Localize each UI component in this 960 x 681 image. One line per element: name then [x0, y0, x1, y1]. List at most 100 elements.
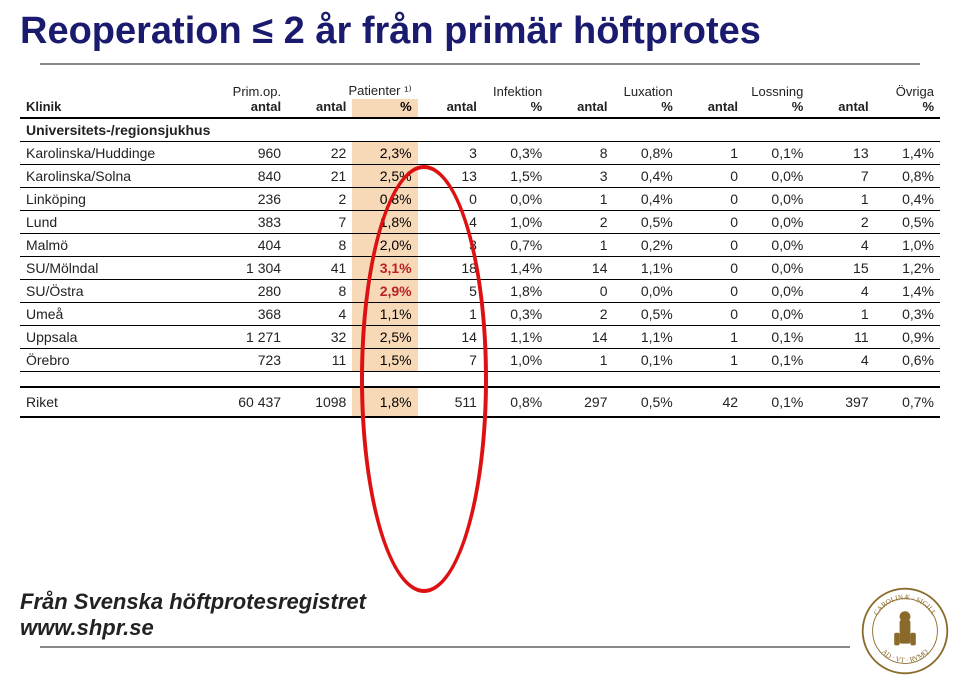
cell-klinik: Uppsala — [20, 326, 222, 349]
cell-primop: 1 271 — [222, 326, 287, 349]
total-klinik: Riket — [20, 387, 222, 417]
total-ovr-p: 0,7% — [875, 387, 940, 417]
col-sub-pct: % — [613, 99, 678, 118]
footer-rule — [40, 646, 850, 648]
section-row: Universitets-/regionsjukhus — [20, 118, 940, 142]
cell-pat-p: 2,5% — [352, 326, 417, 349]
cell-klinik: SU/Östra — [20, 280, 222, 303]
col-sub-antal: antal — [548, 99, 613, 118]
cell-ovr-p: 1,0% — [875, 234, 940, 257]
cell-los-p: 0,1% — [744, 326, 809, 349]
cell-lux-p: 0,4% — [613, 188, 678, 211]
total-pat-p: 1,8% — [352, 387, 417, 417]
col-sub-pct: % — [483, 99, 548, 118]
cell-lux-n: 3 — [548, 165, 613, 188]
cell-los-p: 0,0% — [744, 280, 809, 303]
table-row: Karolinska/Huddinge960222,3%30,3%80,8%10… — [20, 142, 940, 165]
page-title: Reoperation ≤ 2 år från primär höftprote… — [0, 0, 960, 53]
table-row: SU/Mölndal1 304413,1%181,4%141,1%00,0%15… — [20, 257, 940, 280]
cell-ovr-n: 4 — [809, 349, 874, 372]
cell-los-p: 0,0% — [744, 211, 809, 234]
total-inf-p: 0,8% — [483, 387, 548, 417]
cell-lux-n: 1 — [548, 188, 613, 211]
cell-lux-p: 0,5% — [613, 303, 678, 326]
cell-primop: 280 — [222, 280, 287, 303]
cell-los-n: 0 — [679, 280, 744, 303]
cell-inf-p: 1,1% — [483, 326, 548, 349]
cell-los-n: 0 — [679, 165, 744, 188]
cell-pat-n: 21 — [287, 165, 352, 188]
cell-primop: 404 — [222, 234, 287, 257]
cell-klinik: Lund — [20, 211, 222, 234]
cell-primop: 383 — [222, 211, 287, 234]
cell-lux-n: 14 — [548, 326, 613, 349]
table-head: Prim.op. Patienter ¹⁾ Infektion Luxation… — [20, 80, 940, 118]
table-row: Linköping23620,8%00,0%10,4%00,0%10,4% — [20, 188, 940, 211]
cell-pat-n: 22 — [287, 142, 352, 165]
cell-inf-p: 0,0% — [483, 188, 548, 211]
cell-inf-p: 1,5% — [483, 165, 548, 188]
data-table: Prim.op. Patienter ¹⁾ Infektion Luxation… — [20, 80, 940, 418]
cell-pat-n: 11 — [287, 349, 352, 372]
cell-pat-p: 2,9% — [352, 280, 417, 303]
cell-klinik: Karolinska/Huddinge — [20, 142, 222, 165]
cell-ovr-n: 11 — [809, 326, 874, 349]
col-sub-antal: antal — [222, 99, 287, 118]
col-head-ovriga: Övriga — [809, 80, 940, 99]
cell-los-p: 0,0% — [744, 234, 809, 257]
cell-inf-p: 1,0% — [483, 349, 548, 372]
cell-lux-p: 1,1% — [613, 326, 678, 349]
title-rule — [40, 63, 920, 65]
total-inf-n: 511 — [418, 387, 483, 417]
col-head-primop: Prim.op. — [222, 80, 287, 99]
cell-pat-p: 1,1% — [352, 303, 417, 326]
cell-lux-p: 0,5% — [613, 211, 678, 234]
footer-caption: Från Svenska höftprotesregistret www.shp… — [20, 589, 366, 641]
table-row: Malmö40482,0%30,7%10,2%00,0%41,0% — [20, 234, 940, 257]
cell-ovr-n: 2 — [809, 211, 874, 234]
cell-pat-n: 8 — [287, 234, 352, 257]
cell-ovr-n: 1 — [809, 303, 874, 326]
table-row: Lund38371,8%41,0%20,5%00,0%20,5% — [20, 211, 940, 234]
table-row: Örebro723111,5%71,0%10,1%10,1%40,6% — [20, 349, 940, 372]
table-foot: Riket 60 437 1098 1,8% 511 0,8% 297 0,5%… — [20, 387, 940, 417]
total-los-n: 42 — [679, 387, 744, 417]
cell-los-n: 1 — [679, 349, 744, 372]
cell-los-p: 0,0% — [744, 303, 809, 326]
cell-inf-p: 1,0% — [483, 211, 548, 234]
cell-lux-p: 1,1% — [613, 257, 678, 280]
cell-pat-n: 8 — [287, 280, 352, 303]
total-row: Riket 60 437 1098 1,8% 511 0,8% 297 0,5%… — [20, 387, 940, 417]
cell-los-n: 1 — [679, 142, 744, 165]
cell-lux-n: 1 — [548, 234, 613, 257]
col-head-luxation: Luxation — [548, 80, 679, 99]
cell-ovr-p: 1,2% — [875, 257, 940, 280]
col-head-klinik: Klinik — [20, 99, 222, 118]
cell-ovr-n: 4 — [809, 280, 874, 303]
section-label: Universitets-/regionsjukhus — [20, 118, 940, 142]
col-sub-antal: antal — [418, 99, 483, 118]
col-head-lossning: Lossning — [679, 80, 810, 99]
cell-los-n: 0 — [679, 188, 744, 211]
col-sub-pct: % — [744, 99, 809, 118]
cell-los-n: 0 — [679, 211, 744, 234]
total-pat-n: 1098 — [287, 387, 352, 417]
cell-los-p: 0,0% — [744, 257, 809, 280]
cell-ovr-p: 0,9% — [875, 326, 940, 349]
total-lux-n: 297 — [548, 387, 613, 417]
cell-ovr-p: 0,4% — [875, 188, 940, 211]
table-body: Universitets-/regionsjukhus Karolinska/H… — [20, 118, 940, 372]
cell-los-n: 0 — [679, 234, 744, 257]
cell-inf-n: 1 — [418, 303, 483, 326]
cell-ovr-p: 0,6% — [875, 349, 940, 372]
cell-ovr-p: 0,8% — [875, 165, 940, 188]
cell-los-p: 0,0% — [744, 188, 809, 211]
cell-ovr-p: 1,4% — [875, 280, 940, 303]
cell-pat-p: 1,8% — [352, 211, 417, 234]
cell-inf-n: 3 — [418, 142, 483, 165]
footer-line1: Från Svenska höftprotesregistret — [20, 589, 366, 614]
cell-ovr-p: 0,3% — [875, 303, 940, 326]
col-sub-pct: % — [352, 99, 417, 118]
cell-primop: 236 — [222, 188, 287, 211]
cell-los-p: 0,1% — [744, 349, 809, 372]
